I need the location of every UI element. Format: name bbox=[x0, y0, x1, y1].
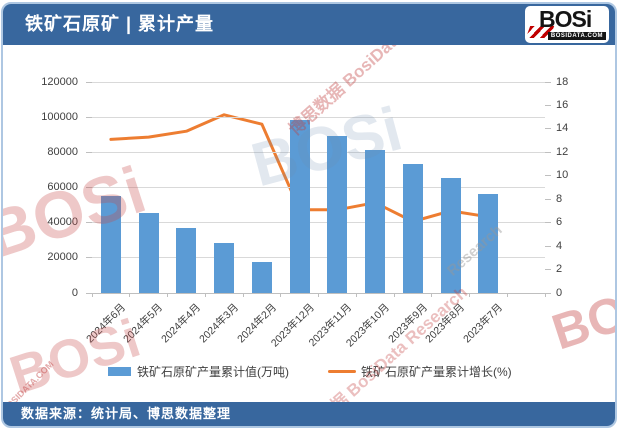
legend-item-line-series: 铁矿石原矿产量累计增长(%) bbox=[328, 364, 512, 379]
watermark: BOSi bbox=[2, 308, 148, 406]
x-axis-category-label: 2023年7月 bbox=[461, 301, 506, 346]
x-axis-tick bbox=[506, 293, 508, 297]
right-axis-tick bbox=[545, 222, 551, 224]
left-axis-tick bbox=[86, 292, 92, 294]
legend-line-label: 铁矿石原矿产量累计增长(%) bbox=[361, 364, 512, 379]
watermark: BOSi bbox=[545, 269, 617, 361]
bar-2024年5月 bbox=[138, 212, 159, 293]
bar-2023年10月 bbox=[365, 150, 386, 293]
right-axis-tick-label: 6 bbox=[556, 216, 563, 229]
x-axis-category-label: 2024年4月 bbox=[159, 301, 204, 346]
growth-line-series bbox=[109, 113, 490, 223]
left-axis-tick bbox=[86, 222, 92, 224]
left-axis-tick-label: 40000 bbox=[47, 216, 78, 229]
logo-site-url: BOSIDATA.COM bbox=[547, 32, 606, 40]
left-axis-tick bbox=[86, 187, 92, 188]
bar-2024年6月 bbox=[100, 195, 121, 293]
legend-item-bar-series: 铁矿石原矿产量累计值(万吨) bbox=[108, 364, 289, 379]
chart-area: 铁矿石原矿产量累计值(万吨) 铁矿石原矿产量累计增长(%) 0 20000 4000… bbox=[2, 4, 617, 426]
left-axis-tick bbox=[86, 151, 92, 153]
x-axis-tick bbox=[318, 293, 319, 297]
left-axis-tick-label: 0 bbox=[71, 286, 78, 299]
bar-2024年3月 bbox=[214, 243, 235, 293]
right-axis-tick bbox=[545, 175, 551, 177]
right-axis-tick bbox=[545, 269, 551, 271]
bar-2023年11月 bbox=[327, 135, 348, 293]
left-axis-tick bbox=[86, 116, 92, 118]
right-axis-tick bbox=[545, 81, 551, 83]
right-axis-tick-label: 8 bbox=[556, 192, 563, 205]
x-axis-tick bbox=[129, 293, 131, 297]
x-axis-tick bbox=[431, 293, 433, 297]
bar-2023年8月 bbox=[440, 178, 461, 293]
bar-2023年12月 bbox=[289, 120, 310, 293]
bosi-logo: BOSi BOSIDATA.COM bbox=[525, 6, 609, 43]
bar-2024年2月 bbox=[251, 261, 272, 293]
data-source-text: 数据来源：统计局、博思数据整理 bbox=[21, 406, 232, 421]
x-axis-category-label: 2024年5月 bbox=[121, 301, 166, 346]
right-axis-tick-label: 2 bbox=[556, 263, 563, 276]
right-axis-tick-label: 0 bbox=[556, 286, 563, 299]
footer-bar: 数据来源：统计局、博思数据整理 bbox=[3, 402, 615, 426]
x-axis-tick bbox=[204, 293, 206, 297]
x-axis-tick bbox=[544, 293, 546, 297]
left-axis-tick-label: 100000 bbox=[41, 110, 78, 123]
right-axis-tick-label: 16 bbox=[556, 98, 569, 111]
x-axis-category-label: 2023年9月 bbox=[385, 301, 430, 346]
gridline bbox=[92, 151, 545, 153]
right-axis-tick bbox=[545, 128, 551, 130]
right-axis-tick-label: 4 bbox=[556, 239, 563, 252]
left-axis-tick-label: 80000 bbox=[47, 145, 78, 158]
x-axis-category-label: 2024年6月 bbox=[83, 301, 128, 346]
gridline bbox=[92, 116, 545, 118]
x-axis-tick bbox=[91, 293, 93, 297]
x-axis-tick bbox=[167, 293, 168, 297]
right-axis-tick bbox=[545, 151, 551, 153]
left-axis-tick bbox=[86, 81, 92, 83]
bar-2023年9月 bbox=[402, 163, 423, 293]
right-axis-tick bbox=[545, 245, 551, 247]
bar-2024年4月 bbox=[176, 228, 197, 293]
x-axis-tick bbox=[469, 293, 470, 297]
header-bar: 铁矿石原矿 | 累计产量 BOSi BOSIDATA.COM bbox=[3, 4, 615, 45]
bar-2023年7月 bbox=[478, 193, 499, 293]
left-axis-tick-label: 60000 bbox=[47, 181, 78, 193]
left-axis-tick-label: 20000 bbox=[47, 251, 78, 264]
right-axis-tick bbox=[545, 292, 551, 294]
x-axis-tick bbox=[280, 293, 282, 297]
right-axis-tick-label: 18 bbox=[556, 75, 569, 88]
legend-line-swatch-icon bbox=[328, 369, 356, 373]
x-axis-tick bbox=[355, 293, 357, 297]
gridline bbox=[92, 222, 545, 224]
logo-text: BOSi bbox=[539, 6, 592, 32]
page-title: 铁矿石原矿 | 累计产量 bbox=[25, 14, 215, 34]
x-axis-category-label: 2024年3月 bbox=[197, 301, 242, 346]
left-axis-tick bbox=[86, 257, 92, 259]
right-axis-tick-label: 14 bbox=[556, 122, 569, 135]
legend-bar-label: 铁矿石原矿产量累计值(万吨) bbox=[137, 364, 289, 379]
right-axis-tick bbox=[545, 198, 551, 200]
left-axis-tick-label: 120000 bbox=[41, 75, 78, 88]
x-axis-category-label: 2023年8月 bbox=[423, 301, 468, 346]
right-axis-tick bbox=[545, 104, 551, 106]
gridline bbox=[92, 187, 545, 188]
x-axis-tick bbox=[393, 293, 395, 297]
legend-bar-swatch-icon bbox=[108, 366, 131, 376]
right-axis-tick-label: 12 bbox=[556, 145, 569, 158]
x-axis-tick bbox=[242, 293, 244, 297]
gridline bbox=[92, 81, 545, 83]
gridline bbox=[92, 257, 545, 259]
right-axis-tick-label: 10 bbox=[556, 169, 569, 182]
